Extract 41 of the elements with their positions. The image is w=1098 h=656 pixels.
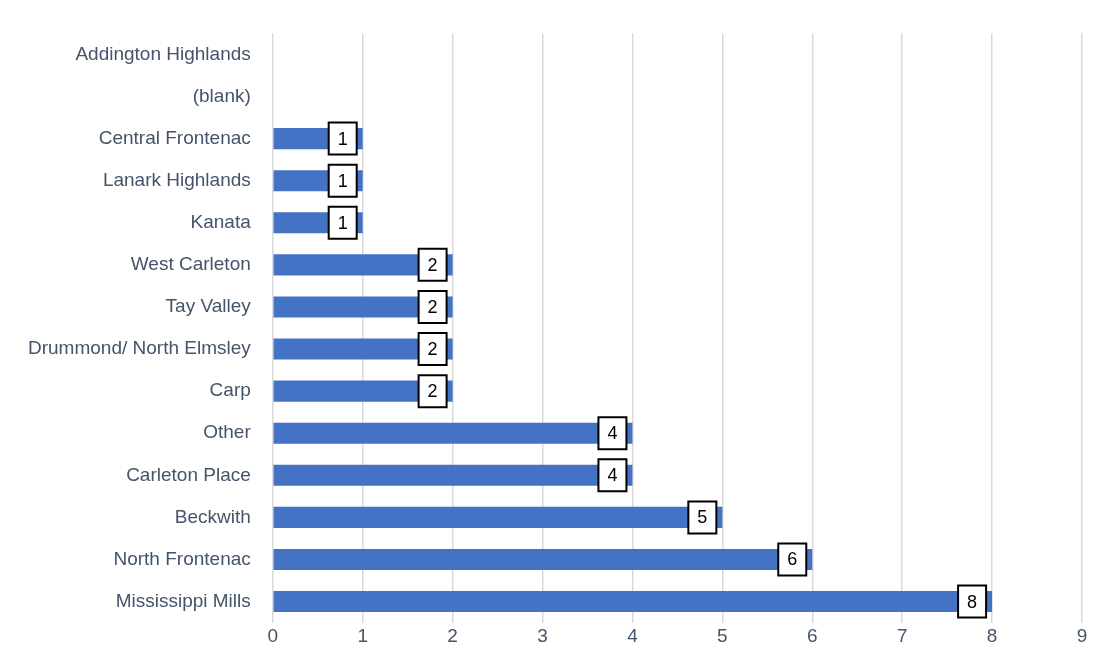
x-tick-label: 5 — [717, 625, 728, 647]
y-tick-label: Tay Valley — [165, 295, 252, 317]
x-tick-label: 7 — [896, 625, 908, 647]
x-tick-label: 4 — [627, 625, 639, 647]
y-tick-label: Beckwith — [174, 505, 251, 527]
y-tick-label: Carp — [209, 379, 251, 401]
data-label: 4 — [607, 423, 618, 444]
y-tick-label: Carleton Place — [126, 463, 251, 485]
data-label: 2 — [427, 254, 438, 275]
bar — [273, 591, 993, 613]
data-label: 8 — [967, 591, 978, 612]
x-tick-label: 8 — [986, 625, 998, 647]
y-tick-label: Kanata — [190, 211, 252, 233]
x-tick-label: 6 — [806, 625, 818, 647]
y-tick-label: Mississippi Mills — [115, 589, 251, 611]
y-tick-label: North Frontenac — [113, 547, 251, 569]
y-tick-label: Lanark Highlands — [102, 168, 251, 190]
data-label: 2 — [427, 339, 438, 360]
data-label: 2 — [427, 381, 438, 402]
x-tick-label: 3 — [537, 625, 548, 647]
x-tick-label: 0 — [267, 625, 279, 647]
y-tick-label: Other — [203, 421, 252, 443]
bar — [273, 548, 813, 570]
data-label: 1 — [337, 128, 348, 149]
x-tick-label: 9 — [1076, 625, 1088, 647]
y-tick-label: West Carleton — [130, 253, 251, 275]
bar — [273, 506, 723, 528]
data-label: 4 — [607, 465, 618, 486]
bar — [273, 464, 633, 486]
bar — [273, 422, 633, 444]
data-label: 1 — [337, 170, 348, 191]
x-tick-label: 1 — [357, 625, 368, 647]
data-label: 2 — [427, 296, 438, 317]
data-label: 6 — [787, 549, 798, 570]
x-tick-label: 2 — [447, 625, 458, 647]
y-tick-label: Addington Highlands — [75, 42, 251, 64]
data-label: 5 — [697, 507, 708, 528]
y-tick-label: (blank) — [192, 84, 251, 106]
data-label: 1 — [337, 212, 348, 233]
y-tick-label: Central Frontenac — [98, 126, 251, 148]
y-tick-label: Drummond/ North Elmsley — [28, 337, 252, 359]
